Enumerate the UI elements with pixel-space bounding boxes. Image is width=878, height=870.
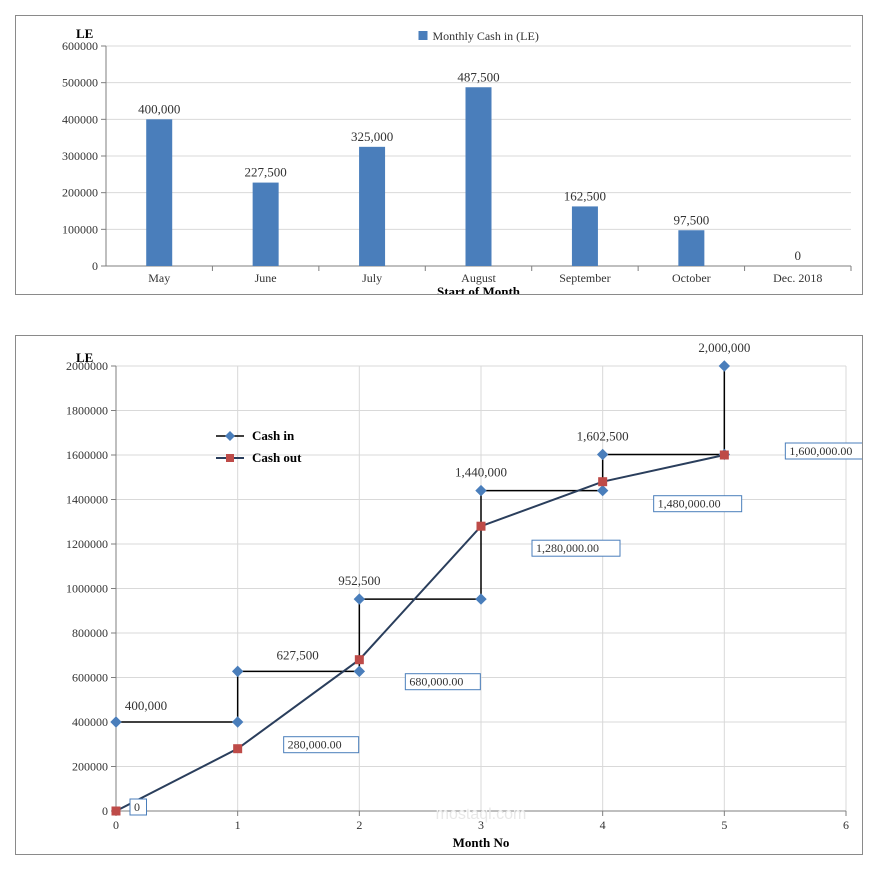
cash-in-label: 627,500 xyxy=(277,647,319,662)
svg-text:400000: 400000 xyxy=(62,112,98,126)
legend-cash-in: Cash in xyxy=(252,428,295,443)
svg-text:5: 5 xyxy=(721,818,727,832)
svg-text:100000: 100000 xyxy=(62,222,98,236)
legend: Cash in Cash out xyxy=(216,428,302,465)
x-tick-label: June xyxy=(255,271,277,285)
legend: Monthly Cash in (LE) xyxy=(419,29,539,43)
bar xyxy=(359,147,385,266)
svg-text:0: 0 xyxy=(113,818,119,832)
svg-text:4: 4 xyxy=(600,818,606,832)
diamond-marker xyxy=(719,361,729,371)
bar-value-label: 97,500 xyxy=(673,212,709,227)
diamond-marker xyxy=(598,486,608,496)
cash-in-out-line-chart: 0 200000 400000 600000 800000 1000000 1200000 1… xyxy=(15,335,863,855)
bar-value-label: 487,500 xyxy=(457,69,499,84)
square-marker xyxy=(112,807,120,815)
x-axis-title: Month No xyxy=(453,835,510,850)
svg-text:600000: 600000 xyxy=(72,671,108,685)
monthly-cash-in-bar-chart: 0 100000 200000 300000 400000 500000 600000 May… xyxy=(15,15,863,295)
y-axis-title: LE xyxy=(76,350,93,365)
cash-out-label: 1,600,000.00 xyxy=(789,444,852,458)
diamond-marker xyxy=(111,717,121,727)
svg-text:1200000: 1200000 xyxy=(66,537,108,551)
svg-text:600000: 600000 xyxy=(62,39,98,53)
square-marker xyxy=(599,478,607,486)
svg-text:1400000: 1400000 xyxy=(66,493,108,507)
diamond-marker xyxy=(233,717,243,727)
x-tick-label: May xyxy=(148,271,170,285)
cash-out-label: 1,480,000.00 xyxy=(658,497,721,511)
svg-text:1600000: 1600000 xyxy=(66,448,108,462)
watermark: mostaql.com xyxy=(436,806,527,823)
legend-cash-out: Cash out xyxy=(252,450,302,465)
bar xyxy=(146,119,172,266)
diamond-marker xyxy=(354,594,364,604)
diamond-marker xyxy=(233,666,243,676)
square-marker xyxy=(355,656,363,664)
bar-value-label: 0 xyxy=(795,248,802,263)
svg-text:0: 0 xyxy=(102,804,108,818)
diamond-marker xyxy=(598,449,608,459)
bar xyxy=(253,183,279,266)
x-tick-label: October xyxy=(672,271,711,285)
svg-text:2: 2 xyxy=(356,818,362,832)
svg-text:400000: 400000 xyxy=(72,715,108,729)
bar-value-label: 227,500 xyxy=(245,165,287,180)
cash-in-label: 952,500 xyxy=(338,573,380,588)
cash-out-label: 0 xyxy=(134,800,140,814)
svg-text:500000: 500000 xyxy=(62,76,98,90)
diamond-marker xyxy=(354,666,364,676)
svg-text:800000: 800000 xyxy=(72,626,108,640)
x-tick-label: September xyxy=(559,271,610,285)
svg-text:1000000: 1000000 xyxy=(66,582,108,596)
svg-text:200000: 200000 xyxy=(62,186,98,200)
svg-text:200000: 200000 xyxy=(72,760,108,774)
legend-label: Monthly Cash in (LE) xyxy=(433,29,539,43)
bar xyxy=(466,87,492,266)
x-tick-label: July xyxy=(362,271,382,285)
square-marker xyxy=(477,522,485,530)
cash-in-label: 2,000,000 xyxy=(698,340,750,355)
x-tick-label: Dec. 2018 xyxy=(773,271,822,285)
cash-in-label: 1,602,500 xyxy=(577,428,629,443)
bar-value-label: 325,000 xyxy=(351,129,393,144)
cash-out-label: 1,280,000.00 xyxy=(536,541,599,555)
x-tick-label: August xyxy=(461,271,496,285)
bar xyxy=(678,230,704,266)
bar-value-label: 400,000 xyxy=(138,101,180,116)
svg-text:0: 0 xyxy=(92,259,98,273)
cash-in-label: 1,440,000 xyxy=(455,465,507,480)
diamond-marker xyxy=(476,594,486,604)
bar xyxy=(572,206,598,266)
square-marker xyxy=(234,745,242,753)
square-marker xyxy=(720,451,728,459)
svg-text:1: 1 xyxy=(235,818,241,832)
cash-in-label: 400,000 xyxy=(125,698,167,713)
svg-text:6: 6 xyxy=(843,818,849,832)
svg-text:300000: 300000 xyxy=(62,149,98,163)
svg-text:1800000: 1800000 xyxy=(66,404,108,418)
bar-value-label: 162,500 xyxy=(564,188,606,203)
diamond-marker xyxy=(476,486,486,496)
cash-out-label: 280,000.00 xyxy=(288,738,342,752)
x-axis-title: Start of Month xyxy=(437,284,521,294)
cash-out-label: 680,000.00 xyxy=(409,675,463,689)
y-axis-title: LE xyxy=(76,26,93,41)
